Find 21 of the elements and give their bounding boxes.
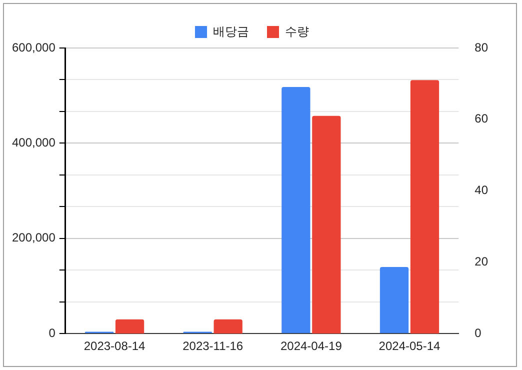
x-tick-label: 2023-11-16 [182,339,244,354]
y2-tick-label: 20 [474,254,488,269]
x-tick-label: 2024-05-14 [378,339,441,354]
bar [282,87,310,334]
bar [312,116,341,334]
bar [380,266,409,334]
bar [410,80,440,334]
x-tick-label: 2024-04-19 [280,339,342,354]
legend-label: 배당금 [213,24,249,38]
y2-tick-label: 0 [474,326,482,340]
legend-label: 수량 [285,24,309,38]
y-tick-label: 600,000 [12,40,56,54]
y-tick-label: 0 [48,326,56,340]
y2-tick-label: 80 [474,40,488,54]
bar [214,319,242,334]
y-tick-label: 400,000 [12,136,56,150]
x-tick-label: 2023-08-14 [84,339,146,354]
bar [115,319,144,334]
y2-tick-label: 60 [474,112,488,126]
y2-tick-label: 40 [474,183,488,198]
y-tick-label: 200,000 [12,230,56,245]
